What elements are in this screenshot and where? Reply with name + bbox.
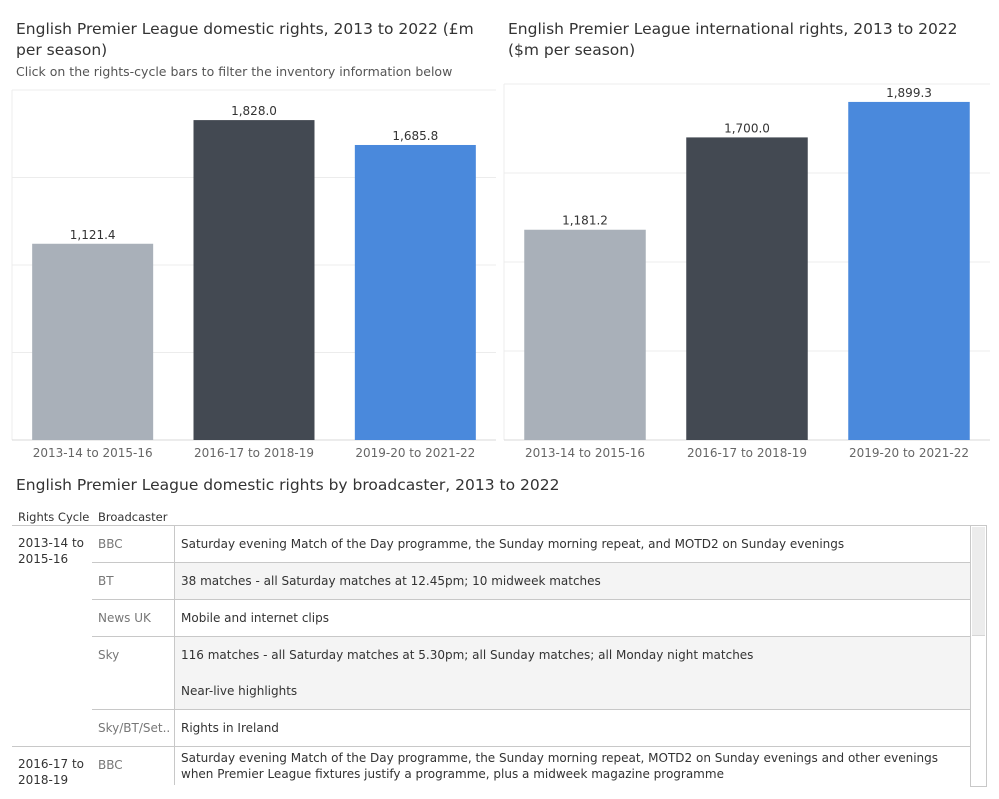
broadcaster-name[interactable]: BBC bbox=[98, 758, 123, 772]
x-tick-label: 2016-17 to 2018-19 bbox=[194, 446, 314, 460]
broadcaster-name[interactable]: BBC bbox=[98, 537, 123, 551]
table-row[interactable]: Mobile and internet clips bbox=[174, 600, 972, 636]
header-broadcaster[interactable]: Broadcaster bbox=[98, 510, 168, 524]
scrollbar-thumb[interactable] bbox=[972, 527, 985, 636]
rights-cycle-group: 2016-17 to 2018-19 BBC Saturday evening Ma… bbox=[12, 746, 972, 787]
broadcaster-table[interactable]: 2013-14 to 2015-16 BBC Saturday evening Ma… bbox=[12, 525, 972, 787]
table-row[interactable]: 116 matches - all Saturday matches at 5.… bbox=[174, 637, 972, 673]
broadcaster-block: Sky/BT/Set.. Rights in Ireland bbox=[92, 709, 972, 746]
table-row[interactable]: 38 matches - all Saturday matches at 12.… bbox=[174, 563, 972, 599]
domestic-chart-subtitle: Click on the rights-cycle bars to filter… bbox=[16, 64, 453, 79]
rights-cycle-group: 2013-14 to 2015-16 BBC Saturday evening Ma… bbox=[12, 525, 972, 746]
international-chart-title: English Premier League international rig… bbox=[508, 20, 958, 59]
table-scrollbar[interactable] bbox=[970, 525, 987, 787]
bar-value-label: 1,181.2 bbox=[562, 214, 608, 228]
x-tick-label: 2013-14 to 2015-16 bbox=[33, 446, 153, 460]
x-tick-label: 2016-17 to 2018-19 bbox=[687, 446, 807, 460]
x-tick-label: 2019-20 to 2021-22 bbox=[355, 446, 475, 460]
bar-1[interactable] bbox=[524, 229, 646, 440]
bar-2[interactable] bbox=[686, 137, 808, 440]
rights-cycle-label[interactable]: 2013-14 to 2015-16 bbox=[18, 536, 84, 566]
bar-value-label: 1,121.4 bbox=[70, 228, 116, 242]
x-tick-label: 2019-20 to 2021-22 bbox=[849, 446, 969, 460]
header-rights-cycle[interactable]: Rights Cycle bbox=[18, 510, 90, 524]
bar-value-label: 1,899.3 bbox=[886, 86, 932, 100]
domestic-chart-title: English Premier League domestic rights, … bbox=[16, 20, 474, 59]
table-row[interactable]: Saturday evening Match of the Day progra… bbox=[174, 526, 972, 562]
bar-1[interactable] bbox=[32, 243, 154, 440]
table-row[interactable]: Near-live highlights bbox=[174, 673, 972, 709]
bar-value-label: 1,700.0 bbox=[724, 121, 770, 135]
x-tick-label: 2013-14 to 2015-16 bbox=[525, 446, 645, 460]
table-row[interactable]: Rights in Ireland bbox=[174, 710, 972, 746]
broadcaster-name[interactable]: Sky bbox=[98, 648, 120, 662]
international-rights-chart: 1,181.2 2013-14 to 2015-16 1,700.0 2016-17 … bbox=[503, 83, 990, 460]
broadcaster-block: BBC Saturday evening Match of the Day pro… bbox=[92, 746, 972, 785]
table-row[interactable]: Saturday evening Match of the Day progra… bbox=[174, 747, 972, 785]
bar-3[interactable] bbox=[354, 144, 476, 441]
broadcaster-block: BT 38 matches - all Saturday matches at 1… bbox=[92, 562, 972, 599]
bar-2[interactable] bbox=[193, 120, 315, 440]
broadcaster-block: BBC Saturday evening Match of the Day pro… bbox=[92, 525, 972, 562]
broadcaster-name[interactable]: News UK bbox=[98, 611, 151, 625]
broadcaster-name[interactable]: Sky/BT/Set.. bbox=[98, 721, 171, 735]
broadcaster-block: Sky 116 matches - all Saturday matches at… bbox=[92, 636, 972, 709]
broadcaster-table-title: English Premier League domestic rights b… bbox=[16, 476, 560, 494]
bar-value-label: 1,828.0 bbox=[231, 104, 277, 118]
rights-cycle-label[interactable]: 2016-17 to 2018-19 bbox=[18, 757, 84, 787]
domestic-rights-chart: 1,121.4 2013-14 to 2015-16 1,828.0 2016-17 … bbox=[11, 89, 496, 460]
bar-value-label: 1,685.8 bbox=[392, 129, 438, 143]
broadcaster-name[interactable]: BT bbox=[98, 574, 114, 588]
broadcaster-block: News UK Mobile and internet clips bbox=[92, 599, 972, 636]
bar-3[interactable] bbox=[848, 101, 970, 441]
